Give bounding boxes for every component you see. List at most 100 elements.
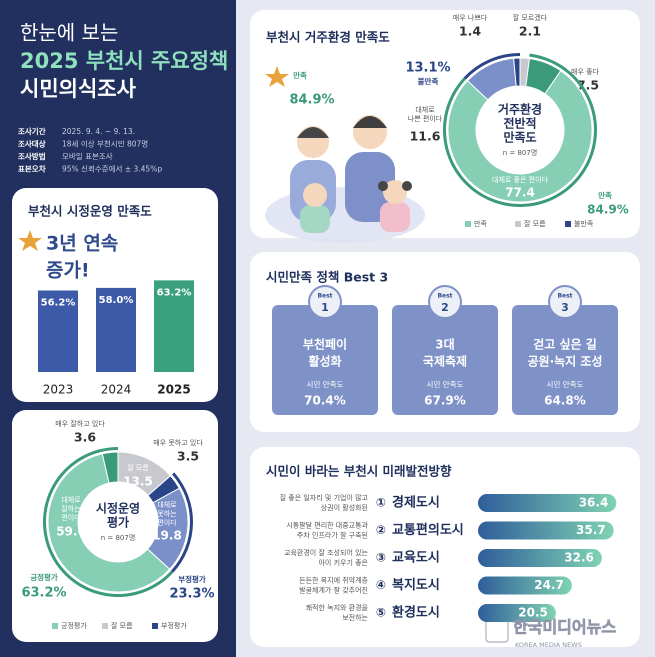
total-name: 긍정평가: [30, 572, 58, 582]
legend-label: 만족: [474, 219, 487, 228]
direction-name: 교통편의도시: [392, 522, 464, 538]
subtitle: 시민의식조사: [20, 77, 137, 101]
rank-number: ③: [376, 551, 386, 565]
info-label: 표본오차: [18, 164, 46, 174]
slice-name: 매우 나쁘다: [453, 13, 488, 22]
slice-name: 대체로: [157, 501, 177, 509]
donut-center: 만족도: [503, 130, 536, 145]
info-value: 18세 이상 부천시민 807명: [62, 139, 148, 149]
info-value: 95% 신뢰수준에서 ± 3.45%p: [62, 165, 162, 174]
legend-swatch: [515, 221, 521, 227]
star-icon: [265, 66, 289, 87]
policy-name: 부천페이: [303, 337, 347, 352]
watermark-subtitle: KOREA MEDIA NEWS: [515, 641, 582, 649]
slice-name: 매우 잘하고 있다: [55, 419, 105, 428]
trophy-rank: 2: [441, 301, 449, 314]
description: 쾌적한 녹지와 환경을: [306, 603, 369, 612]
slice-value: 3.5: [177, 449, 199, 464]
direction-name: 복지도시: [392, 578, 440, 593]
bar: [96, 287, 136, 372]
slice-value: 77.4: [505, 186, 535, 200]
legend-swatch: [465, 221, 471, 227]
policy-panel: [392, 305, 498, 415]
donut-slice: [513, 57, 521, 87]
slice-value: 59.6: [56, 525, 86, 539]
bar-value-label: 56.2%: [41, 298, 76, 309]
card-title: 부천시 거주환경 만족도: [266, 30, 390, 45]
policy-value: 70.4%: [304, 394, 346, 408]
policy-label: 시민 만족도: [427, 379, 464, 389]
donut-note: n = 807명: [101, 533, 136, 542]
donut-note: n = 807명: [503, 148, 538, 157]
total-arc: [171, 472, 193, 573]
info-label: 조사방법: [18, 151, 46, 161]
trophy-badge: Best: [437, 293, 452, 300]
legend-swatch: [52, 623, 58, 629]
x-tick-label: 2025: [157, 383, 190, 397]
policy-label: 시민 만족도: [307, 379, 344, 389]
total-name: 부정평가: [178, 574, 206, 584]
card-title: 시민만족 정책 Best 3: [266, 270, 388, 285]
policy-name: 활성화: [308, 354, 341, 369]
bar-value-label: 32.6: [564, 551, 594, 565]
slice-name: 대체로 좋은 편이다: [492, 175, 549, 184]
slice-name: 편이다: [61, 513, 81, 522]
total-value: 23.3%: [169, 587, 214, 602]
rank-number: ②: [376, 523, 386, 537]
trophy-rank: 1: [321, 301, 329, 314]
legend-label: 잘 모름: [111, 622, 133, 630]
bar: [478, 576, 572, 595]
card: [12, 410, 218, 642]
policy-value: 64.8%: [544, 394, 586, 408]
slice-value: 13.5: [123, 475, 153, 489]
description: 아이 키우기 좋은: [318, 558, 368, 567]
total-arc: [463, 53, 520, 80]
description: 주차 인프라가 잘 구축된: [297, 531, 368, 540]
rank-number: ④: [376, 578, 386, 592]
slice-name: 대체로: [61, 496, 81, 504]
direction-name: 교육도시: [392, 550, 440, 566]
donut-slice: [101, 451, 119, 484]
bar: [38, 290, 78, 372]
donut-center: 전반적: [503, 116, 536, 131]
total-value: 13.1%: [405, 61, 450, 76]
slice-value: 2.1: [519, 24, 541, 39]
slice-value: 19.8: [152, 529, 182, 543]
bar: [478, 521, 614, 540]
rank-number: ①: [376, 496, 386, 510]
slice-name: 잘하는: [61, 504, 81, 513]
slice-value: 11.6: [410, 129, 441, 144]
legend-label: 긍정평가: [61, 621, 87, 630]
info-value: 모바일 표본조사: [62, 151, 113, 161]
policy-label: 시민 만족도: [547, 379, 584, 389]
description: 보전하는: [342, 613, 368, 622]
info-value: 2025. 9. 4. ~ 9. 13.: [62, 127, 135, 136]
main-title: 2025 부천시 주요정책: [20, 49, 228, 73]
description: 발굴체계가 잘 갖추어진: [299, 586, 368, 595]
policy-value: 67.9%: [424, 394, 466, 408]
donut-slice: [47, 453, 171, 593]
legend-label: 불만족: [574, 219, 594, 228]
info-label: 조사대상: [18, 139, 46, 149]
legend-swatch: [102, 623, 108, 629]
direction-name: 환경도시: [392, 605, 440, 621]
slice-value: 3.6: [74, 430, 96, 445]
policy-panel: [512, 305, 618, 415]
donut-center: 시정운영: [96, 501, 140, 516]
trophy: [548, 285, 582, 319]
total-name: 만족: [598, 190, 612, 200]
family-illustration: [265, 115, 425, 243]
trophy-rank: 3: [561, 301, 569, 314]
rank-number: ⑤: [376, 606, 386, 620]
policy-name: 국제축제: [423, 354, 467, 369]
bar-value-label: 20.5: [518, 606, 548, 620]
bar-value-label: 63.2%: [157, 287, 192, 298]
trophy-badge: Best: [557, 293, 572, 300]
slice-name: 못하는: [157, 509, 177, 518]
card-title: 부천시 시정운영 만족도: [28, 204, 152, 219]
bar: [478, 494, 617, 512]
description: 교육환경이 잘 조성되어 있는: [284, 548, 369, 557]
total-value: 84.9%: [587, 203, 629, 217]
bar-value-label: 58.0%: [99, 295, 134, 306]
